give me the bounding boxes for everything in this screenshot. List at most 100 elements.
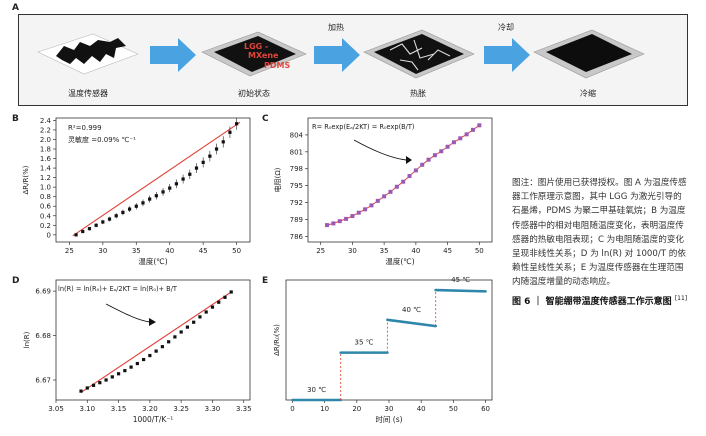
x-tick-label: 3.10 [79,405,95,413]
x-tick-label: 50 [449,405,458,413]
x-tick-label: 3.05 [48,405,64,413]
y-tick-label: 6.69 [35,288,51,296]
stage-label-initial: 初始状态 [238,88,270,98]
data-point [129,365,133,369]
chart-b: 25 30 35 40 45 50 00.2 0.40.6 0.81.0 1.21.4 1.61.8… [22,117,251,266]
chart-c: 25 30 35 40 45 50 786 789 792 795 798 801 804 温度(℃) 电阻… [273,117,493,266]
data-point [201,160,205,164]
y-tick-label: 801 [290,148,303,156]
y-tick-label: 789 [290,216,303,224]
chart-e: 0 10 20 30 40 50 60 时间 (s) ΔR/R₀(%) 30 ℃ 35 ℃ 40 ℃ 4… [273,276,493,424]
x-tick-label: 35 [380,247,389,255]
data-point [107,217,112,221]
crack-lines [389,39,451,71]
data-point [154,194,158,198]
data-point [458,136,463,141]
annotation-arrow [105,303,151,323]
data-point [114,214,118,218]
x-tick-label: 3.35 [236,405,252,413]
data-point [210,305,215,309]
data-point [174,182,179,186]
x-tick-label: 30 [98,247,107,255]
x-tick-label: 0 [290,405,294,413]
data-point [173,335,177,339]
data-point [98,381,102,385]
y-tick-label: 0.8 [40,193,51,201]
schematic-panel: 温度传感器 LGG - MXene PDMS 初始状态 加热 热胀 冷却 冷缩 [18,14,688,106]
x-axis-label: 1000/T/K⁻¹ [133,415,174,424]
figure-title-text: 图 6 ｜ 智能绷带温度传感器工作示意图 [512,296,672,307]
y-tick-label: 795 [290,182,303,190]
data-point [470,127,475,132]
data-point [123,369,127,373]
x-tick-label: 20 [352,405,361,413]
data-point [161,190,165,194]
caption-body: 图注：图片使用已获得授权。图 A 为温度传感器工作原理示意图，其中 LGG 为激… [512,178,687,288]
data-point [363,207,368,212]
data-point [426,157,431,162]
panel-letter-c: C [262,114,269,124]
x-tick-label: 60 [481,405,490,413]
data-point [160,345,164,349]
data-point [394,184,399,189]
data-point [451,140,456,145]
data-point [420,162,425,167]
data-point [356,210,361,215]
data-point [121,210,125,215]
y-tick-label: 786 [290,233,304,241]
y-tick-label: 0 [47,231,51,239]
plot-frame [55,279,251,401]
data-point [154,349,158,353]
x-axis-label: 时间 (s) [375,414,402,424]
data-point [204,310,208,314]
formula-label: ln(R) = ln(R₀)+ Eₐ/2KT = ln(R₀)+ B/T [58,285,178,293]
y-tick-label: 2.4 [40,117,52,125]
y-tick-label: 1.2 [40,174,51,182]
contraction-stage: 冷缩 [533,29,645,98]
y-tick-label: 6.68 [35,332,51,340]
x-tick-label: 3.20 [142,405,158,413]
y-tick-label: 1.4 [40,165,52,173]
initial-stage: LGG - MXene PDMS 初始状态 [201,31,307,98]
x-axis-label: 温度(℃) [138,256,167,266]
x-tick-label: 40 [417,405,426,413]
y-tick-label: 2.0 [40,136,51,144]
x-tick-label: 35 [132,247,141,255]
y-tick-label: 6.67 [35,377,51,385]
x-tick-label: 30 [348,247,357,255]
data-point [439,149,444,154]
arrow-label-cool: 冷却 [498,22,514,32]
data-point [148,353,152,358]
data-point [185,325,190,329]
arrow-right-2 [314,38,360,72]
annotation-sensitivity: 灵敏度 =0.09% ℃⁻¹ [68,135,136,144]
data-point [127,207,132,211]
data-point [79,389,83,393]
x-tick-label: 40 [165,247,174,255]
arrow-label-heat: 加热 [328,22,344,32]
data-point [167,340,171,344]
y-axis-label: 电阻(Ω) [273,167,282,192]
data-point [223,295,227,299]
annotation-arrow [353,139,407,161]
panel-letter-e: E [262,276,269,286]
data-point [214,147,219,151]
x-tick-label: 3.25 [173,405,189,413]
figure-caption: 图注：图片使用已获得授权。图 A 为温度传感器工作原理示意图，其中 LGG 为激… [512,176,690,309]
panel-letter-a: A [12,3,19,13]
y-tick-label: 1.8 [40,146,51,154]
step-segment [386,318,437,328]
panel-letter-b: B [12,114,19,124]
label-pdms: PDMS [264,61,290,70]
data-point [194,166,199,170]
data-point [141,201,145,205]
figure-ref: [11] [674,294,688,302]
x-axis-label: 温度(℃) [385,256,414,266]
step-label: 45 ℃ [451,276,470,284]
data-point [228,130,232,134]
expansion-stage: 热胀 [363,29,475,98]
data-point [217,300,221,304]
annotation-r2: R²=0.999 [68,124,102,132]
y-tick-label: 0.2 [40,222,51,230]
data-point [208,154,212,158]
